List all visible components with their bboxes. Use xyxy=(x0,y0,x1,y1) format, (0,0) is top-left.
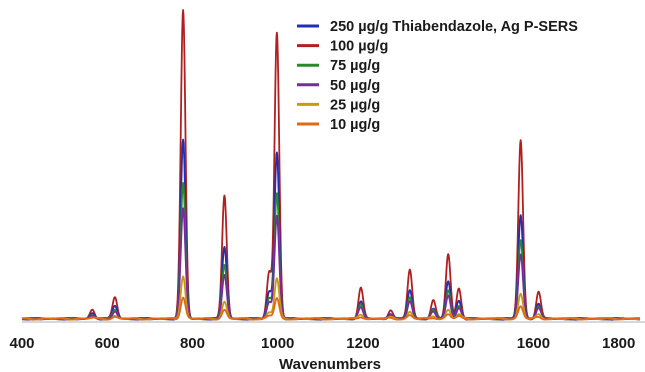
series-line xyxy=(21,296,641,321)
x-tick-label: 1400 xyxy=(432,335,465,352)
x-tick-label: 400 xyxy=(9,335,34,352)
x-tick-label: 600 xyxy=(95,335,120,352)
legend-label: 75 µg/g xyxy=(330,58,380,74)
legend: 250 µg/g Thiabendazole, Ag P-SERS 100 µg/… xyxy=(297,19,578,133)
x-tick-label: 1200 xyxy=(346,335,379,352)
legend-label: 10 µg/g xyxy=(330,117,380,133)
x-ticks: 400 600 800 1000 1200 1400 1600 1800 xyxy=(9,335,635,352)
series-line xyxy=(21,207,641,321)
series-line xyxy=(21,9,641,321)
plot-lines xyxy=(21,9,641,321)
x-tick-label: 1600 xyxy=(517,335,550,352)
legend-label: 250 µg/g Thiabendazole, Ag P-SERS xyxy=(330,19,578,35)
x-tick-label: 1800 xyxy=(602,335,635,352)
legend-label: 100 µg/g xyxy=(330,39,388,55)
x-tick-label: 1000 xyxy=(261,335,294,352)
series-line xyxy=(21,138,641,321)
legend-label: 50 µg/g xyxy=(330,78,380,94)
x-axis-title: Wavenumbers xyxy=(279,356,381,372)
legend-label: 25 µg/g xyxy=(330,97,380,113)
x-tick-label: 800 xyxy=(180,335,205,352)
